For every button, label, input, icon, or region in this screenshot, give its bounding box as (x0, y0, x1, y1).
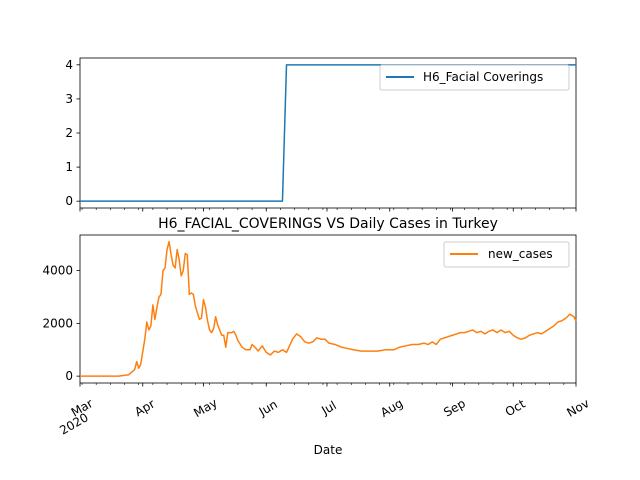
y-tick-label-0-3: 3 (65, 92, 73, 106)
y-tick-label-0-1: 1 (65, 160, 73, 174)
y-tick-label-1-2: 4000 (42, 264, 73, 278)
bottom-panel-legend: new_cases (443, 241, 570, 268)
top-legend-box (379, 64, 570, 91)
y-tick-label-1-1: 2000 (42, 316, 73, 330)
y-tick-label-0-2: 2 (65, 126, 73, 140)
top-legend-label: H6_Facial Coverings (423, 70, 543, 84)
top-panel-ticks: 0 1 2 3 4 (65, 58, 577, 212)
y-tick-label-0-4: 4 (65, 58, 73, 72)
x-axis-label: Date (314, 443, 343, 457)
bottom-panel-frame (79, 234, 577, 384)
y-tick-label-1-0: 0 (65, 369, 73, 383)
top-panel: 0 1 2 3 4 H6_Facial Coverings (65, 57, 577, 212)
series-line-new_cases (80, 240, 577, 377)
bottom-legend-label: new_cases (488, 247, 553, 261)
bottom-legend-box (443, 241, 570, 268)
y-tick-label-0-0: 0 (65, 194, 73, 208)
bottom-panel-series (80, 240, 577, 377)
top-panel-legend: H6_Facial Coverings (379, 64, 570, 91)
x-tick-label-4: Jul (318, 398, 338, 418)
chart-title: H6_FACIAL_COVERINGS VS Daily Cases in Tu… (158, 216, 498, 232)
